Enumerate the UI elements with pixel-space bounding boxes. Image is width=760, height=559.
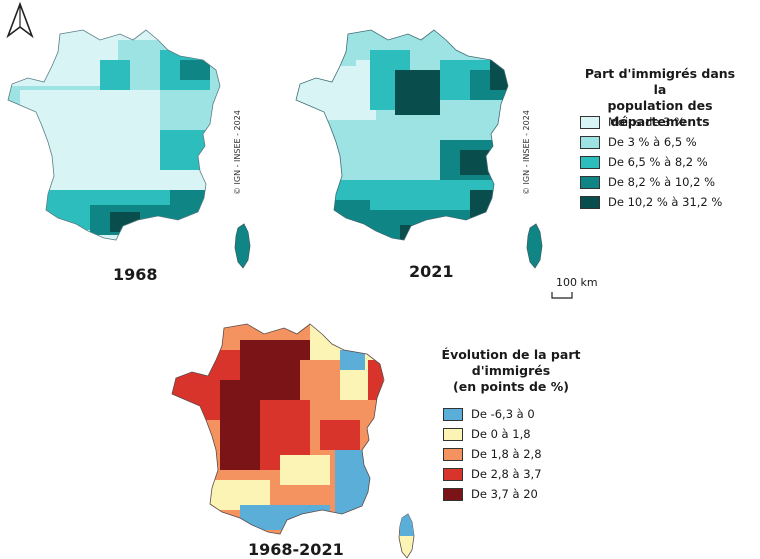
legend-swatch (443, 407, 463, 421)
legend-swatch (443, 447, 463, 461)
legend-label: De 8,2 % à 10,2 % (608, 175, 716, 189)
legend-swatch (580, 155, 600, 169)
legend-swatch (580, 115, 600, 129)
north-arrow-icon (6, 1, 34, 39)
legend-share-title-line1: Part d'immigrés dans la (584, 66, 736, 97)
map-evolution (171, 323, 415, 559)
legend-label: De 3,7 à 20 (471, 487, 538, 501)
legend-share-items: Moins de 3 % De 3 % à 6,5 % De 6,5 % à 8… (580, 112, 722, 212)
legend-label: De 0 à 1,8 (471, 427, 531, 441)
legend-share-item: De 6,5 % à 8,2 % (580, 152, 722, 172)
legend-label: De 1,8 à 2,8 (471, 447, 542, 461)
legend-evolution-items: De -6,3 à 0 De 0 à 1,8 De 1,8 à 2,8 De 2… (443, 404, 542, 504)
legend-evolution-item: De -6,3 à 0 (443, 404, 542, 424)
legend-evolution-title: Évolution de la part d'immigrés (en poin… (426, 347, 596, 395)
map-1968 (7, 29, 251, 269)
legend-evolution: Évolution de la part d'immigrés (en poin… (426, 347, 596, 395)
legend-share-title: Part d'immigrés dans la population des d… (580, 66, 740, 130)
legend-label: De 3 % à 6,5 % (608, 135, 697, 149)
legend-swatch (580, 175, 600, 189)
copyright-1968: © IGN - INSEE - 2024 (233, 110, 242, 195)
legend-evolution-title-line3: (en points de %) (453, 379, 569, 394)
legend-swatch (580, 135, 600, 149)
legend-label: De 10,2 % à 31,2 % (608, 195, 723, 209)
legend-swatch (443, 467, 463, 481)
scale-bar-label: 100 km (556, 276, 598, 289)
legend-evolution-item: De 0 à 1,8 (443, 424, 542, 444)
legend-share-item: De 10,2 % à 31,2 % (580, 192, 722, 212)
legend-share-item: De 3 % à 6,5 % (580, 132, 722, 152)
legend-share-item: De 8,2 % à 10,2 % (580, 172, 722, 192)
legend-share: Part d'immigrés dans la population des d… (580, 66, 740, 130)
legend-share-title-line2: population des départements (607, 98, 713, 129)
year-label-evolution: 1968-2021 (248, 540, 344, 559)
legend-evolution-item: De 1,8 à 2,8 (443, 444, 542, 464)
legend-swatch (443, 487, 463, 501)
legend-label: De 6,5 % à 8,2 % (608, 155, 708, 169)
legend-evolution-item: De 3,7 à 20 (443, 484, 542, 504)
legend-evolution-title-line2: d'immigrés (471, 363, 551, 378)
legend-evolution-title-line1: Évolution de la part (441, 347, 581, 362)
legend-label: De -6,3 à 0 (471, 407, 535, 421)
legend-label: Moins de 3 % (608, 115, 686, 129)
scale-bar (551, 292, 573, 299)
copyright-2021: © IGN - INSEE - 2024 (522, 110, 531, 195)
map-2021 (295, 29, 543, 269)
legend-label: De 2,8 à 3,7 (471, 467, 542, 481)
year-label-1968: 1968 (113, 265, 158, 284)
legend-evolution-item: De 2,8 à 3,7 (443, 464, 542, 484)
legend-swatch (580, 195, 600, 209)
legend-swatch (443, 427, 463, 441)
legend-share-item: Moins de 3 % (580, 112, 722, 132)
year-label-2021: 2021 (409, 262, 454, 281)
